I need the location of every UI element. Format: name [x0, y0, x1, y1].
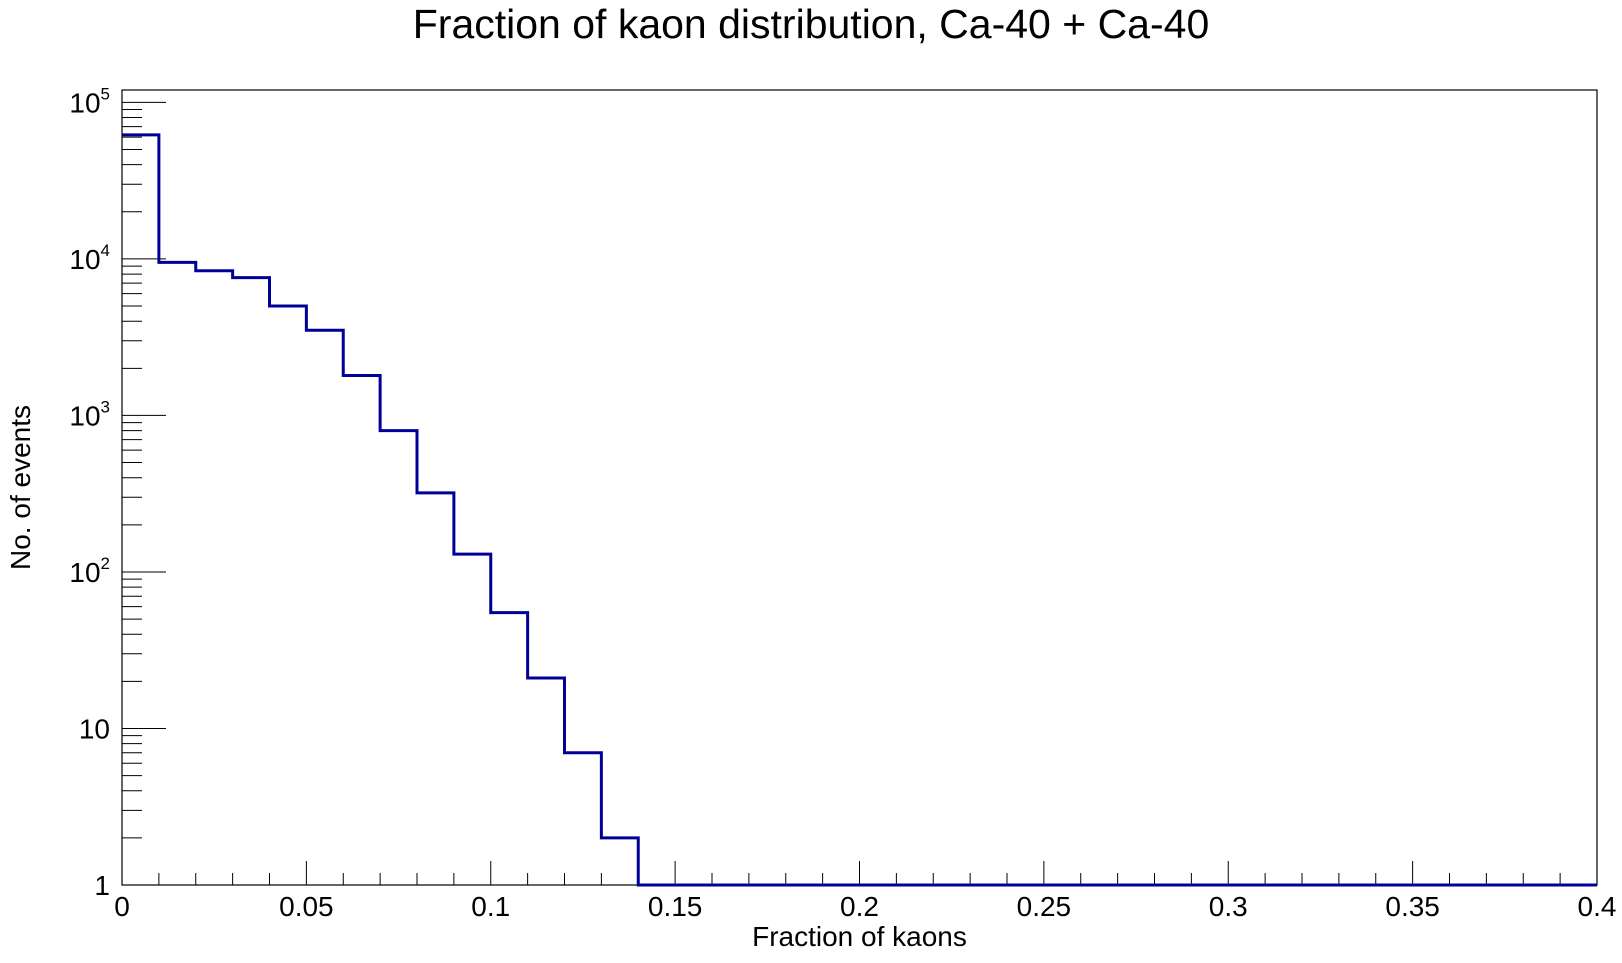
y-tick-label: 1	[94, 870, 110, 901]
y-tick-exponent: 2	[101, 554, 110, 573]
y-tick-label: 103	[69, 397, 110, 431]
histogram-series	[122, 133, 1597, 887]
y-axis-label: No. of events	[5, 405, 36, 570]
y-tick-exponent: 3	[101, 397, 110, 416]
x-tick-label: 0.2	[840, 891, 879, 922]
y-tick-base: 1	[94, 870, 110, 901]
histogram-bin	[528, 678, 565, 885]
y-tick-exponent: 5	[101, 84, 110, 103]
y-tick-base: 10	[69, 87, 100, 118]
y-tick-label: 10	[79, 713, 110, 744]
histogram-bin	[565, 753, 602, 885]
y-tick-label: 104	[69, 241, 110, 275]
histogram-bin	[159, 262, 196, 885]
x-tick-label: 0.25	[1017, 891, 1072, 922]
y-tick-base: 10	[69, 557, 100, 588]
x-axis-label: Fraction of kaons	[752, 921, 967, 952]
y-tick-base: 10	[79, 713, 110, 744]
histogram-bin	[454, 554, 491, 885]
histogram-bin	[233, 278, 270, 885]
y-tick-label: 105	[69, 84, 110, 118]
x-tick-label: 0.4	[1578, 891, 1617, 922]
x-tick-label: 0.15	[648, 891, 703, 922]
y-tick-base: 10	[69, 244, 100, 275]
histogram-bin	[270, 306, 307, 885]
histogram-bin	[417, 493, 454, 885]
histogram-bin	[380, 431, 417, 885]
y-tick-label: 102	[69, 554, 110, 588]
histogram-bin	[343, 375, 380, 885]
chart-title: Fraction of kaon distribution, Ca-40 + C…	[413, 1, 1210, 47]
x-tick-label: 0.1	[471, 891, 510, 922]
histogram-bin	[601, 838, 638, 885]
histogram-bin	[306, 330, 343, 885]
y-tick-base: 10	[69, 400, 100, 431]
y-tick-exponent: 4	[101, 241, 110, 260]
x-tick-label: 0.05	[279, 891, 334, 922]
x-tick-label: 0.35	[1385, 891, 1440, 922]
histogram-bin	[491, 613, 528, 885]
histogram-bin	[196, 271, 233, 885]
x-tick-label: 0	[114, 891, 130, 922]
histogram-bin	[122, 135, 159, 885]
x-tick-label: 0.3	[1209, 891, 1248, 922]
histogram-step-line	[122, 133, 1597, 887]
